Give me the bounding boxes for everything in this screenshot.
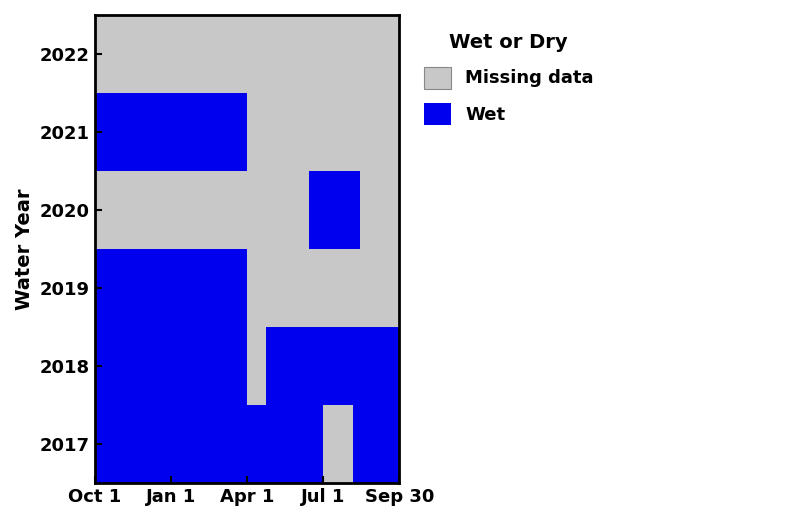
Bar: [247, 249, 399, 327]
Bar: [94, 15, 399, 93]
Bar: [323, 405, 353, 483]
Bar: [94, 93, 247, 171]
Bar: [94, 405, 323, 483]
Bar: [353, 405, 399, 483]
Bar: [310, 171, 360, 249]
Bar: [247, 327, 266, 405]
Bar: [94, 249, 247, 327]
Bar: [94, 327, 247, 405]
Bar: [94, 171, 310, 249]
Legend: Missing data, Wet: Missing data, Wet: [414, 24, 602, 134]
Bar: [247, 93, 399, 171]
Bar: [360, 171, 399, 249]
Y-axis label: Water Year: Water Year: [15, 188, 34, 310]
Bar: [266, 327, 399, 405]
